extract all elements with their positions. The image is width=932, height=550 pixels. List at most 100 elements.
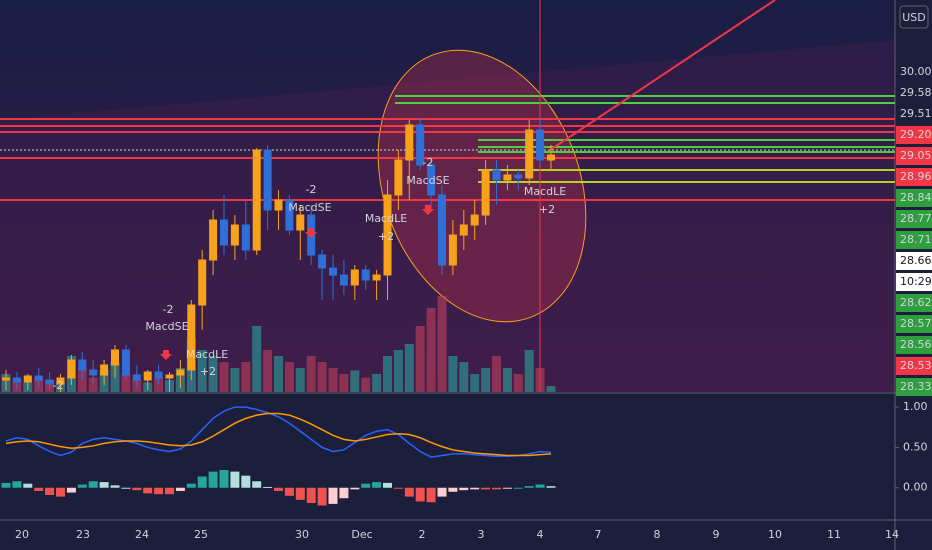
price-label: 28.56 bbox=[900, 338, 932, 351]
volume-bar bbox=[481, 368, 491, 392]
candle-body bbox=[45, 379, 54, 385]
histogram-bar bbox=[350, 487, 360, 490]
histogram-bar bbox=[361, 483, 371, 488]
candle-body bbox=[547, 154, 555, 161]
histogram-bar bbox=[492, 487, 501, 490]
volume-bar bbox=[546, 386, 556, 392]
histogram-bar bbox=[154, 487, 164, 495]
signal-label: MacdSE bbox=[288, 201, 331, 214]
histogram-bar bbox=[77, 484, 87, 488]
candle-body bbox=[230, 224, 239, 246]
price-label-bg bbox=[896, 105, 932, 123]
x-tick-label: 25 bbox=[194, 528, 208, 541]
volume-bar bbox=[317, 362, 327, 392]
currency: USD bbox=[902, 11, 926, 24]
histogram-bar bbox=[12, 481, 22, 488]
volume-bar bbox=[241, 362, 251, 392]
histogram-bar bbox=[546, 486, 556, 488]
price-label: 28.33 bbox=[900, 380, 932, 393]
volume-bar bbox=[448, 356, 458, 392]
histogram-bar bbox=[524, 486, 534, 488]
candle-body bbox=[350, 269, 359, 286]
x-tick-label: 14 bbox=[885, 528, 899, 541]
histogram-bar bbox=[328, 487, 338, 504]
x-tick-label: 9 bbox=[713, 528, 720, 541]
signal-label: +2 bbox=[539, 203, 555, 216]
candle-body bbox=[165, 374, 174, 379]
price-label: 29.51 bbox=[900, 107, 932, 120]
price-label-bg bbox=[896, 84, 932, 102]
price-label-bg bbox=[896, 231, 932, 249]
candle-body bbox=[89, 369, 98, 376]
x-tick-label: 20 bbox=[15, 528, 29, 541]
candle-body bbox=[405, 124, 414, 161]
signal-label: -2 bbox=[53, 379, 64, 392]
histogram-bar bbox=[481, 487, 491, 490]
histogram-bar bbox=[513, 487, 523, 489]
currency-box[interactable] bbox=[899, 5, 929, 29]
indicator-pane bbox=[0, 395, 895, 520]
histogram-bar bbox=[88, 481, 98, 488]
volume-bar bbox=[339, 374, 349, 392]
candle-body bbox=[220, 219, 228, 246]
candle-body bbox=[187, 304, 196, 371]
candle-body bbox=[438, 194, 446, 266]
trend-line bbox=[549, 0, 776, 151]
volume-bar bbox=[274, 356, 283, 392]
histogram-bar bbox=[143, 487, 153, 494]
histogram-bar bbox=[110, 485, 120, 488]
candle-body bbox=[34, 375, 43, 381]
signal-arrow bbox=[305, 228, 317, 238]
price-label-bg bbox=[896, 378, 932, 396]
volume-bar bbox=[535, 368, 545, 392]
volume-bar bbox=[383, 356, 392, 392]
histogram-bar bbox=[470, 487, 480, 490]
volume-bar bbox=[415, 326, 425, 392]
signal-label: -2 bbox=[163, 303, 174, 316]
signal-arrow bbox=[160, 350, 172, 360]
histogram-bar bbox=[99, 482, 109, 488]
candle-body bbox=[514, 174, 523, 179]
y-tick-label: 0.00 bbox=[903, 481, 928, 494]
candle-body bbox=[121, 349, 130, 376]
price-label: 29.58 bbox=[900, 86, 932, 99]
price-label-bg bbox=[896, 189, 932, 207]
histogram-bar bbox=[535, 484, 545, 488]
histogram-bar bbox=[165, 487, 174, 495]
volume-bar bbox=[404, 344, 414, 392]
histogram-bar bbox=[208, 471, 218, 488]
price-label-bg bbox=[896, 357, 932, 375]
x-tick-label: 24 bbox=[135, 528, 149, 541]
candle-body bbox=[361, 269, 370, 281]
histogram-bar bbox=[66, 487, 76, 493]
signal-label: MacdLE bbox=[186, 348, 228, 361]
signal-label: -2 bbox=[306, 183, 317, 196]
candle-body bbox=[372, 274, 381, 281]
candle-body bbox=[209, 219, 218, 261]
price-label: 28.66 bbox=[900, 254, 932, 267]
histogram-bar bbox=[219, 470, 229, 488]
candle-body bbox=[198, 259, 207, 306]
candle-body bbox=[132, 374, 141, 381]
histogram-bar bbox=[437, 487, 447, 497]
candle-body bbox=[427, 164, 436, 196]
x-tick-label: 30 bbox=[295, 528, 309, 541]
histogram-bar bbox=[121, 487, 131, 489]
volume-bar bbox=[502, 368, 512, 392]
candle-body bbox=[296, 214, 305, 231]
candle-body bbox=[67, 359, 76, 379]
candle-body bbox=[2, 377, 10, 381]
signal-arrow bbox=[422, 205, 434, 215]
signal-label: MacdSE bbox=[406, 174, 449, 187]
histogram-bar bbox=[252, 481, 262, 488]
candle-body bbox=[383, 194, 392, 276]
histogram-bar bbox=[274, 487, 283, 491]
histogram-bar bbox=[317, 487, 327, 506]
candle-body bbox=[263, 149, 272, 211]
histogram-bar bbox=[502, 487, 512, 489]
candle-body bbox=[143, 371, 152, 381]
volume-bar bbox=[372, 374, 382, 392]
volume-bar bbox=[263, 350, 273, 392]
volume-bar bbox=[295, 368, 305, 392]
histogram-bar bbox=[372, 482, 382, 488]
